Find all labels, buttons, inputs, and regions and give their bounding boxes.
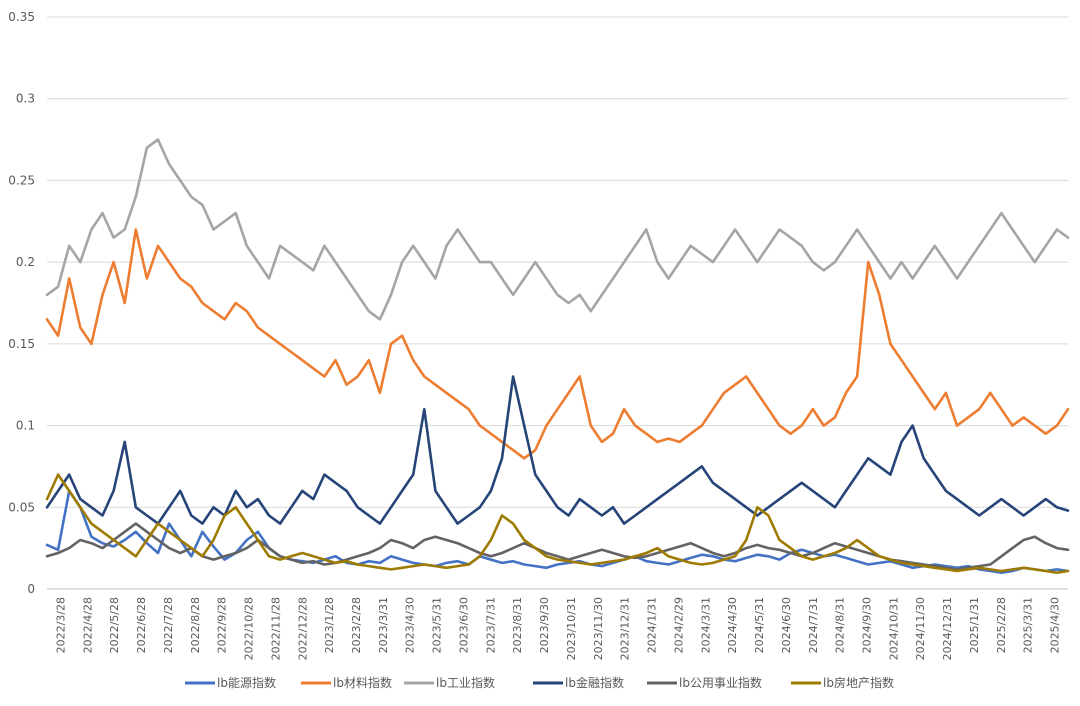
x-tick-label: 2025/4/30 [1049, 597, 1062, 653]
legend-label: lb房地产指数 [823, 675, 894, 690]
x-tick-label: 2024/8/31 [834, 597, 847, 653]
x-tick-label: 2024/9/30 [860, 597, 873, 653]
x-tick-label: 2023/11/30 [592, 597, 605, 660]
x-tick-label: 2024/1/31 [646, 597, 659, 653]
y-tick-label: 0.1 [16, 419, 35, 433]
x-tick-label: 2022/6/28 [135, 597, 148, 653]
series-line-2 [45, 138, 1070, 321]
x-tick-label: 2022/8/28 [189, 597, 202, 653]
x-tick-label: 2022/5/28 [108, 597, 121, 653]
x-tick-label: 2024/2/29 [672, 597, 685, 653]
y-tick-label: 0.3 [16, 92, 35, 106]
legend: lb能源指数 lb材料指数 lb工业指数 lb金融指数 lb公用事业指数 lb房地产指数 [185, 675, 894, 690]
x-tick-label: 2025/2/28 [995, 597, 1008, 653]
x-tick-label: 2024/5/31 [753, 597, 766, 653]
y-tick-label: 0.2 [16, 255, 35, 269]
y-tick-label: 0.35 [8, 10, 35, 24]
x-tick-label: 2023/2/28 [350, 597, 363, 653]
x-tick-label: 2023/8/31 [511, 597, 524, 653]
legend-label: lb金融指数 [565, 675, 624, 690]
legend-label: lb工业指数 [436, 675, 495, 690]
series-line-5 [45, 473, 1070, 575]
x-tick-label: 2022/3/28 [54, 597, 67, 653]
x-tick-label: 2024/11/30 [914, 597, 927, 660]
x-tick-label: 2024/12/31 [941, 597, 954, 660]
y-tick-label: 0 [27, 582, 35, 596]
x-tick-label: 2023/3/31 [377, 597, 390, 653]
x-tick-label: 2022/9/28 [216, 597, 229, 653]
x-tick-label: 2024/4/30 [726, 597, 739, 653]
series-lines [45, 138, 1070, 575]
x-tick-label: 2023/7/31 [484, 597, 497, 653]
x-axis-tick-labels: 2022/3/28 2022/4/28 2022/5/28 2022/6/28 2022… [54, 597, 1061, 660]
legend-label: lb材料指数 [333, 675, 392, 690]
x-tick-label: 2024/7/31 [807, 597, 820, 653]
x-tick-label: 2023/12/31 [619, 597, 632, 660]
x-tick-label: 2023/9/30 [538, 597, 551, 653]
gridlines [47, 16, 1068, 508]
x-tick-label: 2023/6/30 [457, 597, 470, 653]
x-tick-label: 2024/6/30 [780, 597, 793, 653]
x-tick-label: 2022/4/28 [81, 597, 94, 653]
x-tick-label: 2024/3/31 [699, 597, 712, 653]
y-tick-label: 0.25 [8, 173, 35, 187]
x-tick-label: 2023/4/30 [404, 597, 417, 653]
x-tick-label: 2025/3/31 [1022, 597, 1035, 653]
y-axis-tick-labels: 0 0.05 0.1 0.15 0.2 0.25 0.3 0.35 [8, 10, 35, 596]
series-line-3 [45, 375, 1070, 525]
series-line-0 [45, 489, 1070, 575]
legend-label: lb公用事业指数 [679, 675, 762, 690]
x-tick-label: 2023/1/28 [323, 597, 336, 653]
x-tick-label: 2023/5/31 [431, 597, 444, 653]
legend-label: lb能源指数 [217, 675, 276, 690]
x-tick-label: 2022/11/28 [269, 597, 282, 660]
x-tick-label: 2024/10/31 [887, 597, 900, 660]
series-line-1 [45, 228, 1070, 460]
x-tick-label: 2022/7/28 [162, 597, 175, 653]
y-tick-label: 0.15 [8, 337, 35, 351]
x-tick-label: 2022/10/28 [243, 597, 256, 660]
x-tick-label: 2023/10/31 [565, 597, 578, 660]
y-tick-label: 0.05 [8, 500, 35, 514]
x-tick-label: 2022/12/28 [296, 597, 309, 660]
x-tick-label: 2025/1/31 [968, 597, 981, 653]
